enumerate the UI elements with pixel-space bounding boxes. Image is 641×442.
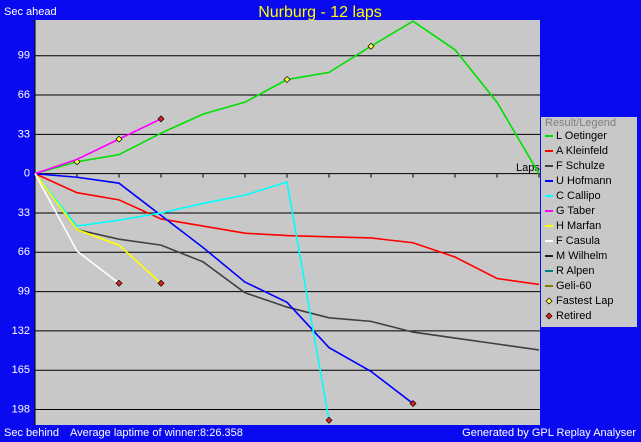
y-tick-label: 198: [12, 403, 30, 415]
footer-right: Generated by GPL Replay Analyser: [462, 427, 636, 439]
retired-marker: [157, 115, 165, 123]
retired-marker: [157, 279, 165, 287]
legend-title: Result/Legend: [545, 117, 616, 129]
legend-label: U Hofmann: [556, 175, 612, 187]
retired-marker: [325, 416, 333, 424]
series-line: [34, 173, 162, 284]
y-tick-label: 99: [18, 50, 30, 62]
x-label: Laps: [516, 162, 540, 174]
legend-label: F Casula: [556, 235, 601, 247]
retired-marker: [409, 400, 417, 408]
series-line: [34, 118, 162, 175]
legend-label: Retired: [556, 310, 591, 322]
legend-box: [541, 117, 637, 327]
legend-label: L Oetinger: [556, 130, 607, 142]
y-tick-label: 99: [18, 285, 30, 297]
legend-label: A Kleinfeld: [556, 145, 608, 157]
footer-left: Average laptime of winner:8:26.358: [70, 427, 243, 439]
y-tick-label: 33: [18, 207, 30, 219]
y-label-bottom: Sec behind: [4, 427, 59, 439]
y-label-top: Sec ahead: [4, 6, 57, 18]
series-line: [34, 173, 120, 284]
legend-symbol: [545, 297, 553, 305]
legend-label: C Callipo: [556, 190, 601, 202]
legend-label: H Marfan: [556, 220, 601, 232]
fastest-lap-marker: [115, 135, 123, 143]
y-tick-label: 66: [18, 246, 30, 258]
series-line: [34, 172, 414, 405]
fastest-lap-marker: [283, 76, 291, 84]
legend-label: R Alpen: [556, 265, 595, 277]
y-tick-label: 33: [18, 128, 30, 140]
fastest-lap-marker: [367, 42, 375, 50]
series-line: [34, 172, 540, 286]
series-line: [34, 173, 330, 421]
y-tick-label: 66: [18, 89, 30, 101]
retired-marker: [115, 279, 123, 287]
legend-symbol: [545, 312, 553, 320]
series-line: [34, 173, 540, 351]
plot-area: [35, 20, 540, 425]
y-tick-label: 132: [12, 325, 30, 337]
chart-title: Nurburg - 12 laps: [258, 4, 382, 21]
legend-label: F Schulze: [556, 160, 605, 172]
legend-label: G Taber: [556, 205, 595, 217]
y-tick-label: 0: [24, 168, 30, 180]
y-tick-label: 165: [12, 364, 30, 376]
legend-label: M Wilhelm: [556, 250, 607, 262]
legend-label: Geli-60: [556, 280, 591, 292]
legend-label: Fastest Lap: [556, 295, 613, 307]
